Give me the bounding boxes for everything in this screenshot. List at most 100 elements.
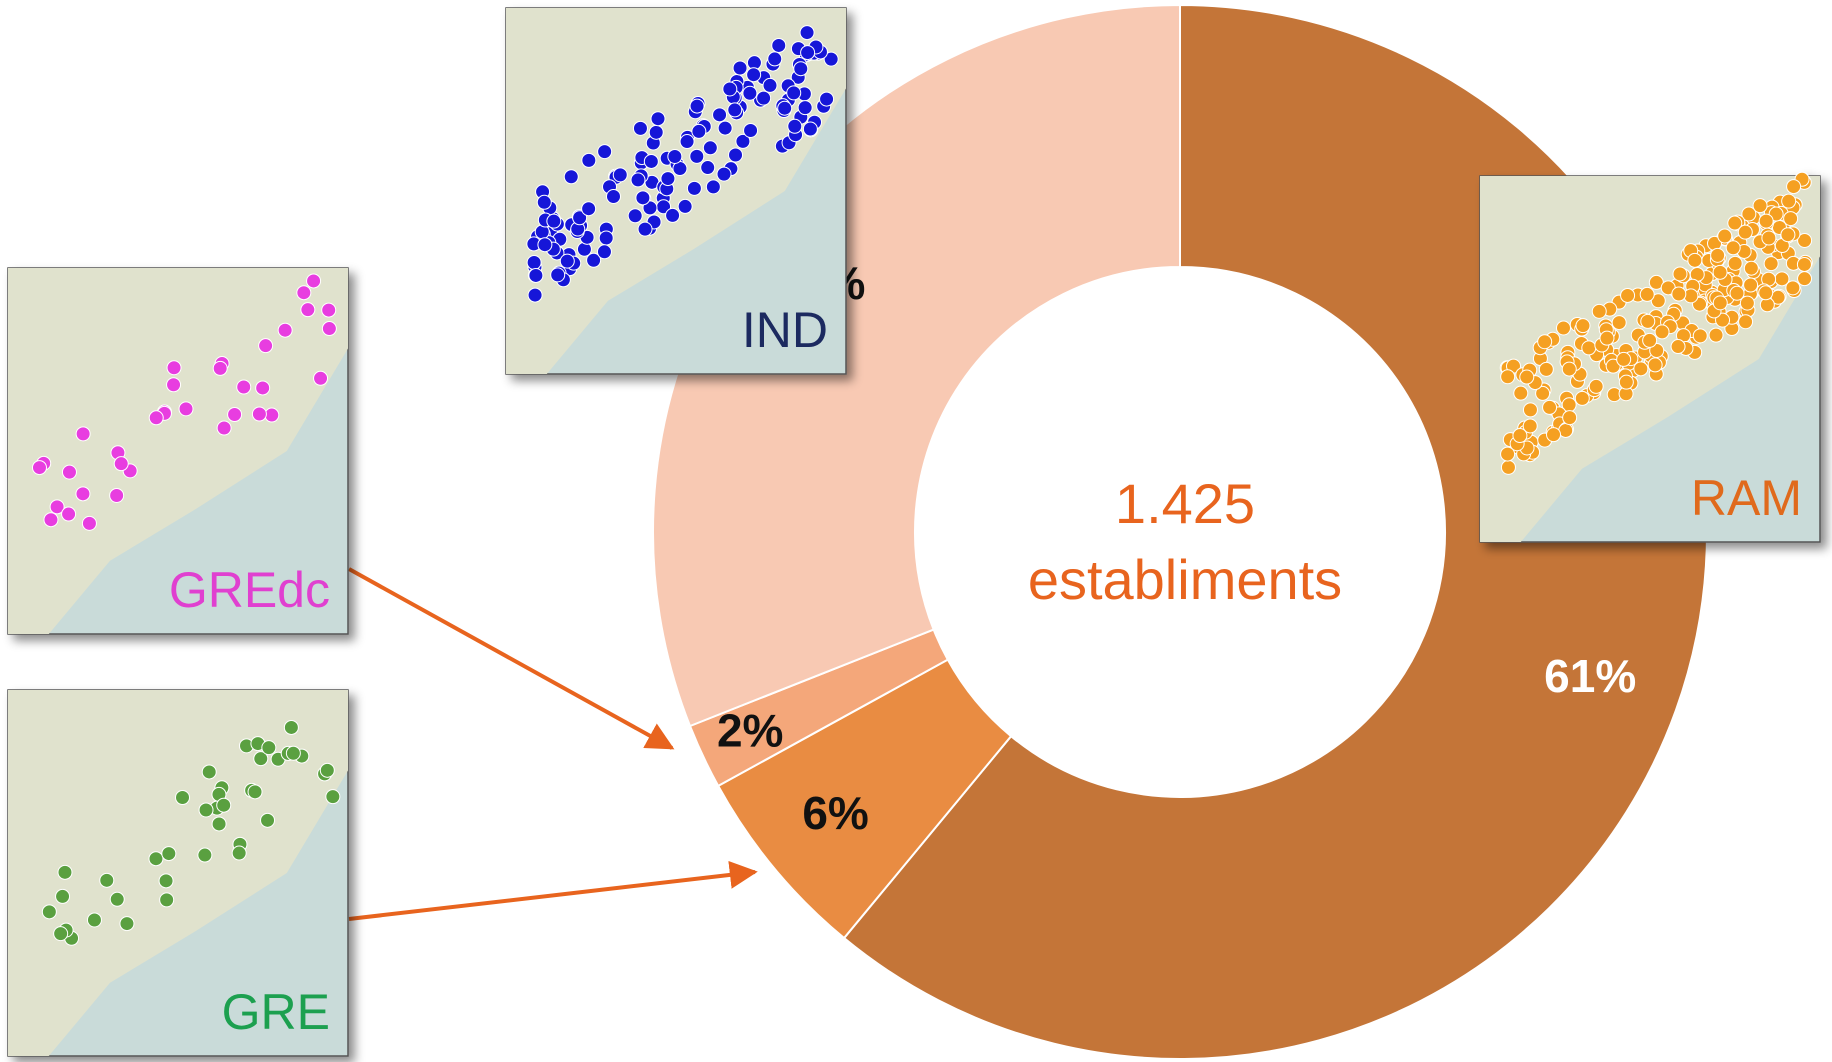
map-dot	[197, 847, 213, 863]
map-dot	[1743, 260, 1759, 276]
map-dot	[251, 406, 267, 422]
arrow	[348, 567, 675, 750]
map-dot	[767, 51, 783, 67]
map-dot	[1752, 198, 1768, 214]
map-dot	[717, 120, 733, 136]
map-dot	[81, 515, 97, 531]
map-dot	[689, 148, 705, 164]
map-dot	[236, 379, 252, 395]
map-dot	[667, 148, 683, 164]
map-dot	[61, 506, 77, 522]
map-dot	[635, 190, 651, 206]
map-dot	[572, 210, 588, 226]
map-dot	[581, 201, 597, 217]
map-dot	[712, 107, 728, 123]
map-dot	[1785, 280, 1801, 296]
map-dot	[258, 338, 274, 354]
map-dot	[786, 85, 802, 101]
map-label: IND	[742, 302, 828, 358]
map-dot	[1717, 228, 1733, 244]
map-dot	[742, 85, 758, 101]
map-dot	[677, 198, 693, 214]
map-dot	[1737, 224, 1753, 240]
map-dot	[283, 719, 299, 735]
map-dot	[178, 401, 194, 417]
map-dot	[1611, 315, 1627, 331]
map-dot	[563, 169, 579, 185]
map-dot	[728, 147, 744, 163]
map-inset: IND	[505, 7, 847, 375]
map-dot	[787, 118, 803, 134]
map-dot	[1588, 378, 1604, 394]
map-dot	[627, 208, 643, 224]
map-dot	[1581, 340, 1597, 356]
map-dot	[1542, 399, 1558, 415]
map-dot	[1796, 256, 1812, 272]
map-dot	[1513, 385, 1529, 401]
map-dot	[1692, 328, 1708, 344]
map-dot	[57, 864, 73, 880]
map-dot	[526, 255, 542, 271]
map-label: GREdc	[169, 562, 330, 618]
map-dot	[1727, 255, 1743, 271]
map-dot	[630, 172, 646, 188]
map-dot	[1786, 179, 1802, 195]
map-dot	[1639, 286, 1655, 302]
map-dot	[1574, 390, 1590, 406]
map-dot	[702, 140, 718, 156]
map-dot	[43, 512, 59, 528]
map-dot	[802, 121, 818, 137]
map-dot	[756, 90, 772, 106]
map-dot	[632, 120, 648, 136]
map-dot	[1738, 314, 1754, 330]
map-dot	[716, 166, 732, 182]
map-dot	[1620, 287, 1636, 303]
map-dot	[277, 322, 293, 338]
map-dot	[313, 370, 329, 386]
map-dot	[161, 846, 177, 862]
map-dot	[285, 745, 301, 761]
map-dot	[605, 188, 621, 204]
map-dot	[799, 25, 815, 41]
map-dot	[527, 287, 543, 303]
map-dot	[735, 133, 751, 149]
map-dot	[212, 360, 228, 376]
map-dot	[1761, 230, 1777, 246]
map-dot	[1512, 428, 1528, 444]
map-land	[8, 268, 348, 634]
map-land	[8, 690, 348, 1056]
map-dot	[771, 37, 787, 53]
map-dot	[1500, 446, 1516, 462]
map-dot	[109, 891, 125, 907]
map-dot	[211, 816, 227, 832]
map-dot	[559, 253, 575, 269]
map-dot	[1739, 295, 1755, 311]
map-dot	[75, 486, 91, 502]
map-dot	[1725, 240, 1741, 256]
map-dot	[216, 420, 232, 436]
map-dot	[1715, 312, 1731, 328]
map-dot	[597, 144, 613, 160]
map-dot	[1758, 213, 1774, 229]
map-dot	[797, 100, 813, 116]
map-dot	[650, 111, 666, 127]
maps: RAM GRE GREdc IND	[7, 7, 1821, 1057]
map-dot	[175, 790, 191, 806]
map-dot	[119, 916, 135, 932]
center-caption: establiments	[1028, 548, 1342, 611]
map-dot	[1781, 193, 1797, 209]
map-dot	[53, 926, 69, 942]
map-dot	[686, 180, 702, 196]
map-dot	[793, 61, 809, 77]
map-dot	[1783, 211, 1799, 227]
map-dot	[1537, 334, 1553, 350]
map-dot	[247, 784, 263, 800]
map-dot	[1618, 374, 1634, 390]
map-dot	[732, 60, 748, 76]
map-dot	[823, 51, 839, 67]
map-dot	[1640, 313, 1656, 329]
map-dot	[201, 764, 217, 780]
map-dot	[1654, 324, 1670, 340]
map-dot	[1743, 277, 1759, 293]
map-dot	[643, 153, 659, 169]
